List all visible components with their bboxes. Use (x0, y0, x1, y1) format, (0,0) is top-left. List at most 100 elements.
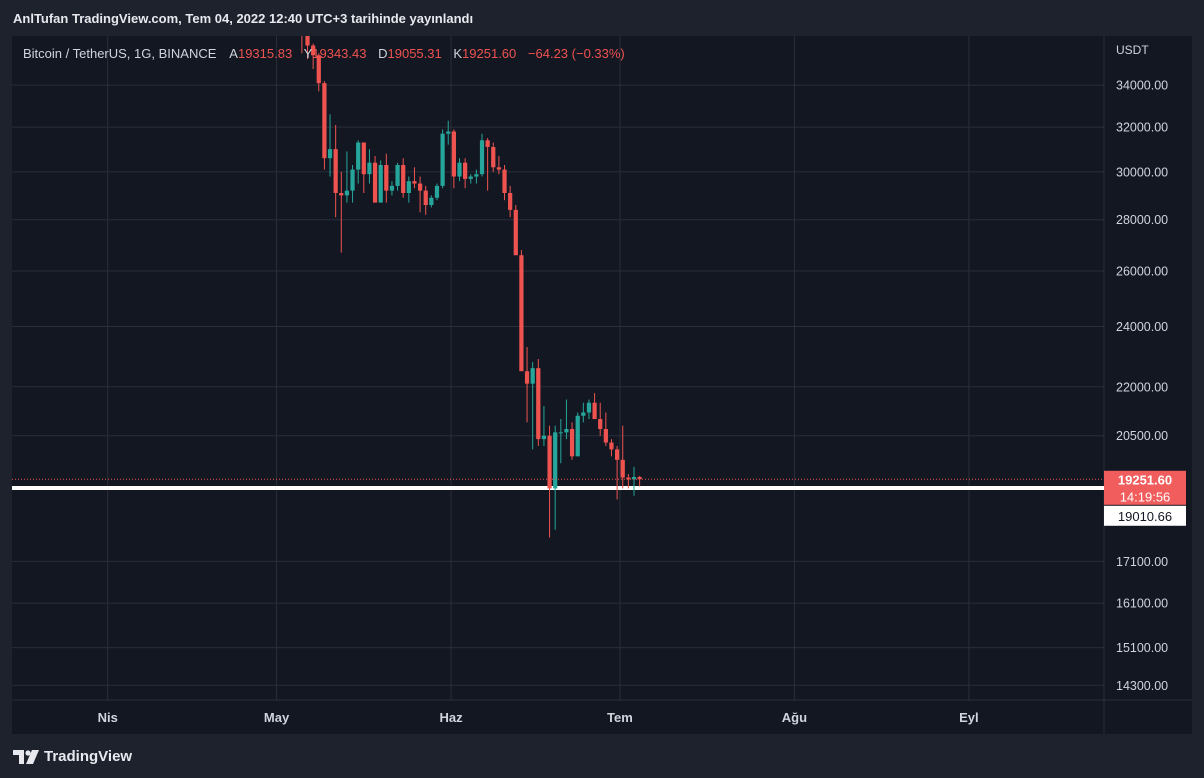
candle (586, 399, 592, 420)
price-tick-label: 20500.00 (1116, 429, 1168, 443)
price-tick-label: 34000.00 (1116, 79, 1168, 93)
candle-body (553, 432, 558, 489)
candle-body (389, 185, 395, 191)
ohlc-legend: Bitcoin / TetherUS, 1G, BINANCE A19315.8… (23, 46, 633, 61)
time-tick-label: Ağu (782, 710, 807, 725)
candle-body (479, 140, 485, 175)
countdown-value: 14:19:56 (1120, 489, 1171, 504)
candle-body (344, 190, 350, 196)
symbol-title[interactable]: Bitcoin / TetherUS, 1G, BINANCE (23, 46, 217, 61)
time-tick-label: May (264, 710, 290, 725)
horizontal-line-tag: 19010.66 (1104, 505, 1186, 526)
candle (575, 412, 580, 457)
last-price-tag: 19251.60 14:19:56 (1104, 470, 1186, 505)
candle-body (457, 162, 462, 177)
candle-body (485, 140, 490, 147)
candles (301, 36, 642, 538)
time-tick-label: Haz (439, 710, 463, 725)
candle (301, 36, 303, 54)
candle-body (581, 412, 586, 416)
candle-body (586, 402, 592, 413)
price-tick-label: 14300.00 (1116, 679, 1168, 693)
candle-body (327, 149, 333, 159)
brand-name: TradingView (44, 748, 133, 765)
candle-body (412, 181, 417, 184)
candle (564, 399, 569, 440)
candle-body (378, 164, 383, 203)
candle-body (536, 368, 541, 440)
candle-body (474, 174, 479, 177)
candle (468, 174, 473, 184)
candle (457, 158, 462, 182)
candle-body (356, 142, 361, 170)
time-axis[interactable]: Nis May Haz Tem Ağu Eyl (98, 710, 979, 725)
price-axis[interactable]: USDT 34000.00 32000.00 30000.00 28000.00 2600… (1104, 43, 1186, 693)
candle (592, 393, 597, 420)
close-value: 19251.60 (462, 46, 517, 61)
candle (530, 362, 535, 450)
candle-body (463, 162, 468, 179)
candle (344, 151, 350, 203)
candle (541, 405, 547, 446)
candle (558, 419, 563, 464)
candle (434, 183, 440, 201)
candle-body (603, 429, 608, 443)
candle (395, 162, 400, 191)
candle-body (530, 368, 535, 384)
candle (581, 402, 586, 423)
price-tick-label: 16100.00 (1116, 597, 1168, 611)
candle (384, 153, 389, 203)
chart-pane[interactable]: USDT 34000.00 32000.00 30000.00 28000.00 2600… (12, 36, 1192, 734)
candle-body (305, 36, 310, 46)
candle (637, 475, 642, 487)
candle-body (451, 131, 456, 177)
candle-body (361, 142, 366, 175)
tradingview-brand[interactable]: TradingView (13, 748, 132, 765)
price-tick-label: 17100.00 (1116, 555, 1168, 569)
price-tick-label: 15100.00 (1116, 641, 1168, 655)
candle-body (626, 477, 631, 480)
candle-body (609, 442, 614, 450)
candle-body (316, 55, 321, 84)
candle-body (496, 167, 502, 170)
price-tick-label: 22000.00 (1116, 380, 1168, 394)
candle-body (547, 435, 552, 489)
last-price-value: 19251.60 (1118, 472, 1172, 487)
candle (316, 53, 321, 92)
close-label: K (453, 46, 463, 61)
candle-body (569, 429, 575, 457)
candlestick-chart[interactable]: USDT 34000.00 32000.00 30000.00 28000.00 2600… (12, 36, 1192, 734)
candle-body (372, 162, 378, 203)
candle (569, 422, 575, 460)
candle-body (423, 190, 428, 206)
candle (508, 185, 513, 218)
low-value: 19055.31 (387, 46, 442, 61)
candle (609, 439, 614, 457)
candle-body (491, 146, 496, 168)
candle (446, 120, 451, 145)
candle (502, 164, 507, 201)
time-tick-label: Eyl (959, 710, 979, 725)
candle (429, 195, 434, 208)
price-tick-label: 32000.00 (1116, 121, 1168, 135)
candle (367, 149, 372, 184)
candle (479, 133, 485, 177)
tradingview-logo-icon (13, 749, 39, 764)
candle-body (401, 164, 406, 193)
candle (474, 169, 479, 184)
grid (12, 36, 1192, 734)
candle (524, 347, 530, 423)
candle (553, 425, 558, 530)
candle (423, 185, 428, 215)
candle (547, 425, 552, 538)
candle (603, 412, 608, 446)
candle (631, 466, 637, 496)
candle (496, 155, 502, 175)
open-value: 19315.83 (237, 46, 293, 61)
candle (451, 129, 456, 189)
candle (626, 473, 631, 489)
candle (536, 359, 541, 446)
candle-body (614, 449, 620, 460)
candle-body (513, 209, 518, 256)
candle (389, 181, 395, 196)
